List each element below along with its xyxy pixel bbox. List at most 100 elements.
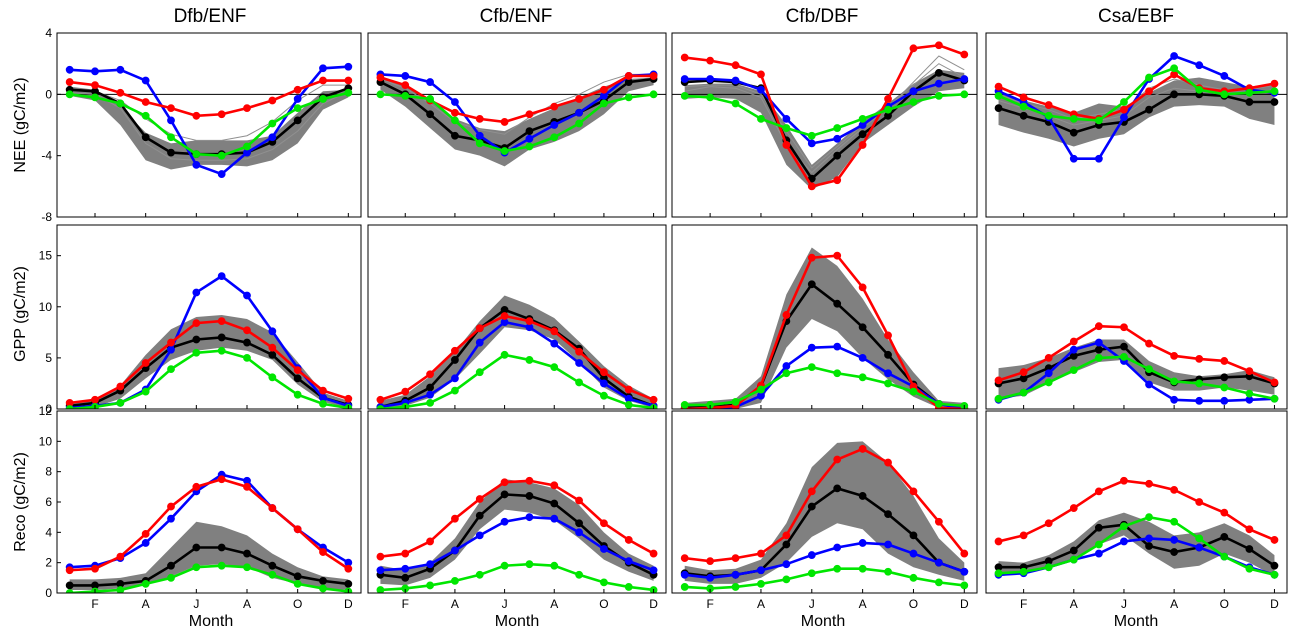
data-point: [1220, 532, 1229, 541]
plot-area: [65, 470, 353, 593]
data-point: [994, 82, 1003, 91]
data-point: [1120, 352, 1128, 361]
data-point: [192, 543, 201, 552]
x-tick-label: A: [451, 597, 459, 611]
y-tick-label: 4: [45, 525, 52, 539]
data-point: [757, 70, 765, 79]
data-point: [116, 382, 125, 391]
data-point: [624, 401, 633, 409]
data-point: [833, 251, 842, 260]
x-tick-label: D: [1270, 597, 1279, 611]
data-point: [293, 580, 302, 588]
data-point: [550, 481, 559, 490]
panel-frame: [985, 410, 1288, 594]
data-point: [293, 85, 302, 94]
plot-area: [680, 441, 969, 593]
data-point: [960, 50, 969, 59]
series-green: [65, 88, 353, 160]
plot-area: [672, 41, 977, 191]
data-point: [91, 93, 99, 102]
data-point: [167, 345, 175, 354]
data-point: [1094, 345, 1103, 354]
y-tick-label: 5: [45, 351, 52, 365]
data-point: [1145, 513, 1153, 522]
panel-gpp-cfb-enf: [367, 224, 667, 410]
data-point: [624, 557, 633, 566]
data-point: [525, 134, 534, 143]
panel-frame: [985, 32, 1288, 218]
data-point: [649, 566, 658, 575]
x-axis-label-2: Month: [495, 613, 539, 630]
x-tick-label: F: [1020, 597, 1027, 611]
data-point: [1145, 542, 1153, 550]
data-point: [575, 347, 583, 356]
data-point: [960, 75, 969, 83]
data-point: [757, 114, 765, 123]
data-point: [401, 573, 410, 582]
data-point: [1220, 72, 1229, 80]
y-tick-label: 6: [45, 495, 52, 509]
data-point: [550, 327, 559, 336]
data-point: [1270, 79, 1279, 88]
data-point: [1120, 522, 1128, 531]
data-point: [909, 549, 918, 558]
data-point: [994, 91, 1003, 100]
data-point: [268, 327, 277, 336]
panel-gpp-dfb-enf: 15 10 5 0: [39, 224, 362, 416]
data-point: [1094, 154, 1103, 163]
data-point: [243, 353, 251, 362]
series-green: [680, 90, 969, 140]
data-point: [1044, 563, 1053, 572]
data-point: [1245, 389, 1254, 398]
data-point: [344, 76, 353, 85]
row-label-reco: Reco (gC/m2): [12, 452, 29, 552]
data-point: [1069, 128, 1078, 137]
series-line: [380, 493, 655, 580]
thin-series-line: [69, 90, 349, 161]
series-red: [680, 445, 969, 566]
data-point: [833, 564, 842, 573]
data-point: [731, 99, 740, 108]
data-point: [401, 81, 410, 90]
data-point: [858, 114, 867, 123]
panel-nee-dfb-enf: 4 0 -4 -8: [41, 26, 362, 224]
data-point: [500, 561, 509, 570]
data-point: [1044, 101, 1053, 109]
series-blue: [65, 62, 353, 178]
data-point: [451, 514, 459, 523]
data-point: [1094, 338, 1103, 347]
data-point: [91, 395, 99, 404]
thin-series-line: [684, 55, 965, 174]
data-point: [1170, 52, 1179, 60]
data-point: [1245, 545, 1254, 553]
data-point: [376, 552, 385, 561]
series-red: [680, 41, 969, 191]
data-point: [217, 543, 226, 552]
plot-area: [65, 272, 353, 409]
data-point: [807, 363, 816, 371]
data-point: [268, 119, 277, 128]
column-title-1: Dfb/ENF: [174, 6, 247, 27]
data-point: [167, 338, 175, 347]
data-point: [550, 499, 559, 508]
series-line: [684, 541, 965, 580]
data-point: [401, 72, 410, 80]
data-point: [960, 549, 969, 558]
data-point: [1019, 531, 1028, 540]
data-point: [858, 141, 867, 149]
data-point: [1270, 394, 1279, 403]
data-point: [884, 567, 892, 576]
data-point: [1069, 504, 1078, 512]
x-tick-label: O: [599, 597, 608, 611]
y-tick-label: 12: [39, 404, 53, 418]
data-point: [217, 170, 226, 178]
data-point: [243, 563, 251, 572]
data-point: [116, 99, 125, 108]
data-point: [268, 561, 277, 570]
data-point: [680, 53, 689, 62]
series-line: [380, 353, 654, 409]
data-point: [649, 72, 658, 80]
data-point: [141, 580, 150, 588]
data-point: [909, 387, 918, 396]
